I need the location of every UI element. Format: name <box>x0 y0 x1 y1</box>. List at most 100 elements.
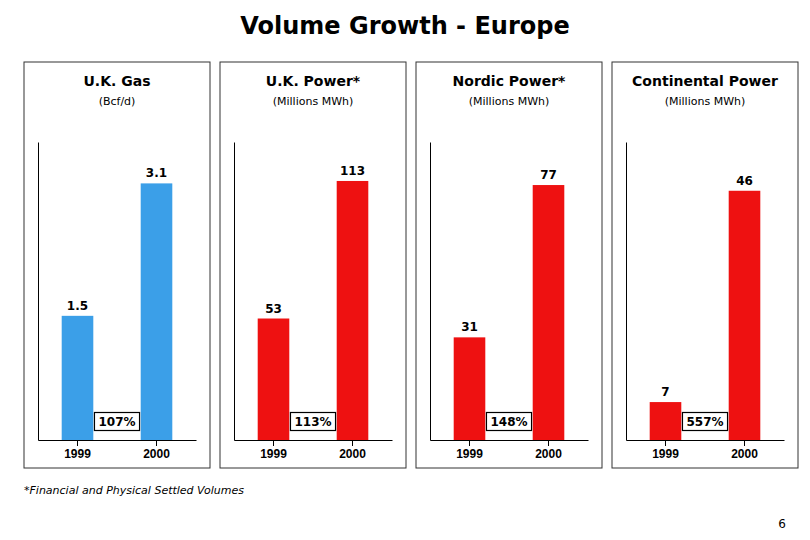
y-axis-line <box>430 143 431 441</box>
panel-frame <box>416 62 602 468</box>
data-label: 7 <box>661 385 669 399</box>
annotation: 557% <box>686 415 723 429</box>
x-axis-line <box>39 440 197 441</box>
data-labels: 1.5 3.1 <box>67 166 167 312</box>
bar <box>62 316 94 440</box>
data-label: 113 <box>340 164 365 178</box>
x-tick-label: 2000 <box>731 447 758 461</box>
x-tick-label: 2000 <box>339 447 366 461</box>
data-labels: 7 46 <box>661 174 753 399</box>
panel-subtitle: (Millions MWh) <box>665 95 746 108</box>
y-axis-line <box>38 143 39 441</box>
annotation-frame <box>682 413 727 431</box>
panel-title: Continental Power <box>632 73 778 89</box>
bars <box>258 181 369 440</box>
y-axis <box>626 143 627 441</box>
annotation: 148% <box>490 415 527 429</box>
data-label: 77 <box>540 168 557 182</box>
x-axis-line <box>235 440 393 441</box>
annotation-frame <box>290 413 335 431</box>
plot-area: 1999 2000 7 46 557% <box>627 143 785 461</box>
y-axis-line <box>234 143 235 441</box>
annotation-box: 107% <box>94 413 139 431</box>
annotation-box: 557% <box>682 413 727 431</box>
bar <box>258 319 290 440</box>
bar <box>141 183 173 440</box>
bars <box>62 183 173 440</box>
panel: U.K. Gas (Bcf/d) 1999 2000 1.5 3.1 107% <box>24 62 210 468</box>
bars <box>454 185 565 440</box>
figure-title: Volume Growth - Europe <box>240 12 569 40</box>
annotation: 113% <box>294 415 331 429</box>
x-tick-mark <box>156 440 157 446</box>
annotation-box: 148% <box>486 413 531 431</box>
panel-title: U.K. Power* <box>266 73 361 89</box>
annotation-box: 113% <box>290 413 335 431</box>
x-tick-label: 2000 <box>535 447 562 461</box>
x-tick: 2000 <box>731 440 758 461</box>
data-label: 31 <box>461 320 478 334</box>
annotation-frame <box>486 413 531 431</box>
x-axis-line <box>627 440 785 441</box>
y-axis <box>430 143 431 441</box>
plot-area: 1999 2000 1.5 3.1 107% <box>39 143 197 461</box>
x-tick-mark <box>273 440 274 446</box>
x-tick-mark <box>352 440 353 446</box>
data-labels: 53 113 <box>265 164 365 316</box>
x-tick-label: 1999 <box>652 447 679 461</box>
panel-subtitle: (Bcf/d) <box>99 95 136 108</box>
panel-subtitle: (Millions MWh) <box>273 95 354 108</box>
panel: U.K. Power* (Millions MWh) 1999 2000 53 113 11… <box>220 62 406 468</box>
bar <box>454 337 486 440</box>
panel: Continental Power (Millions MWh) 1999 2000 7… <box>612 62 798 468</box>
panel-subtitle: (Millions MWh) <box>469 95 550 108</box>
panel: Nordic Power*(Millions MWh)1999200031771… <box>416 62 602 468</box>
bars <box>650 191 761 440</box>
plot-area: 1999 2000 31 77 148% <box>431 143 589 461</box>
x-tick-label: 1999 <box>64 447 91 461</box>
panel-frame <box>612 62 798 468</box>
data-labels: 31 77 <box>461 168 557 334</box>
y-axis <box>234 143 235 441</box>
footnote: *Financial and Physical Settled Volumes <box>24 484 244 497</box>
x-tick: 1999 <box>456 440 483 461</box>
x-tick: 2000 <box>143 440 170 461</box>
data-label: 53 <box>265 302 282 316</box>
x-tick: 2000 <box>339 440 366 461</box>
x-tick-mark <box>469 440 470 446</box>
annotation: 107% <box>98 415 135 429</box>
x-tick: 2000 <box>535 440 562 461</box>
data-label: 3.1 <box>146 166 167 180</box>
data-label: 1.5 <box>67 299 88 313</box>
x-tick-mark <box>665 440 666 446</box>
x-tick: 1999 <box>64 440 91 461</box>
panel-title: U.K. Gas <box>84 73 151 89</box>
y-axis-line <box>626 143 627 441</box>
x-tick-label: 2000 <box>143 447 170 461</box>
x-axis-line <box>431 440 589 441</box>
page-number: 6 <box>778 517 786 531</box>
x-axis: 1999 2000 <box>39 440 197 461</box>
bar <box>729 191 761 440</box>
annotation-frame <box>94 413 139 431</box>
panel-frame <box>220 62 406 468</box>
bar <box>650 402 682 440</box>
x-axis: 1999 2000 <box>235 440 393 461</box>
bar <box>337 181 369 440</box>
data-label: 46 <box>736 174 753 188</box>
x-axis: 1999 2000 <box>627 440 785 461</box>
x-tick-label: 1999 <box>260 447 287 461</box>
x-tick-mark <box>77 440 78 446</box>
x-tick-label: 1999 <box>456 447 483 461</box>
y-axis <box>38 143 39 441</box>
x-axis: 1999 2000 <box>431 440 589 461</box>
x-tick-mark <box>548 440 549 446</box>
x-tick-mark <box>744 440 745 446</box>
x-tick: 1999 <box>652 440 679 461</box>
plot-area: 1999 2000 53 113 113% <box>235 143 393 461</box>
bar <box>533 185 565 440</box>
panel-title: Nordic Power* <box>453 73 566 89</box>
panel-frame <box>24 62 210 468</box>
x-tick: 1999 <box>260 440 287 461</box>
figure: Volume Growth - Europe U.K. Gas (Bcf/d) 199… <box>0 0 810 540</box>
